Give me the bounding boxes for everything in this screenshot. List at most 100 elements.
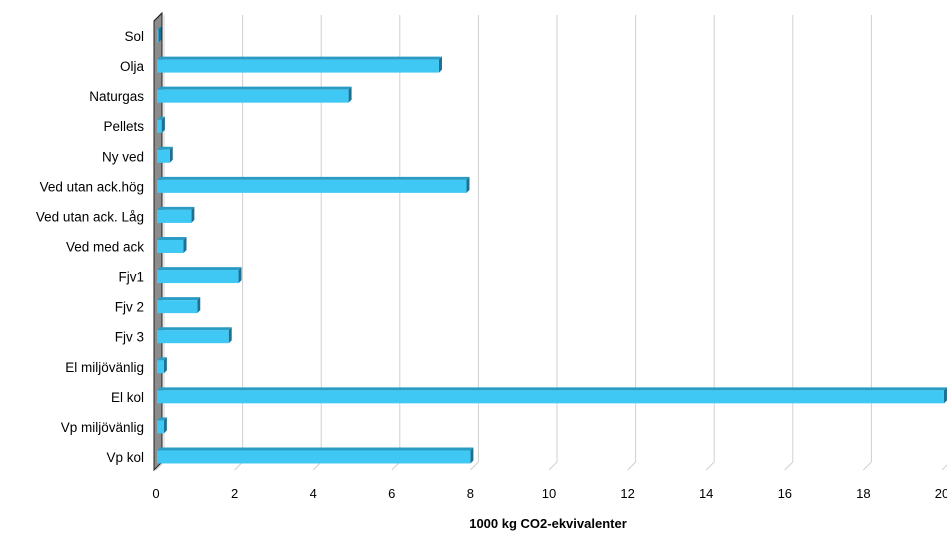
- bar-front-face: [157, 450, 471, 464]
- gridline-floor: [941, 464, 947, 471]
- category-label: Ved utan ack.hög: [40, 179, 144, 194]
- category-label: Ved med ack: [66, 240, 144, 255]
- bar: [157, 86, 352, 103]
- gridline-floor: [548, 461, 558, 471]
- bar-front-face: [157, 330, 229, 344]
- x-tick-label: 4: [310, 486, 317, 501]
- bar: [157, 387, 947, 404]
- category-label: Pellets: [103, 119, 144, 134]
- bar-top-face: [157, 206, 195, 210]
- gridline-floor: [863, 461, 872, 471]
- bar-side-face: [470, 447, 474, 464]
- x-tick-label: 10: [542, 486, 556, 501]
- x-axis-title: 1000 kg CO2-ekvivalenter: [469, 516, 627, 531]
- bar-side-face: [197, 297, 201, 314]
- bar-side-face: [438, 56, 442, 73]
- bar: [157, 237, 187, 253]
- bar-front-face: [157, 360, 164, 374]
- bar-side-face: [169, 146, 173, 163]
- bar-front-face: [157, 209, 192, 223]
- bar-front-face: [157, 29, 159, 43]
- x-tick-label: 8: [467, 486, 474, 501]
- bar-top-face: [157, 387, 947, 391]
- category-label: Vp kol: [106, 450, 144, 465]
- bar-top-face: [157, 176, 470, 180]
- bar: [157, 26, 162, 43]
- y-axis-wall-edge: [153, 12, 163, 22]
- bar-front-face: [157, 420, 164, 434]
- bar-side-face: [163, 357, 167, 374]
- bar-side-face: [943, 387, 947, 404]
- bar-side-face: [348, 86, 352, 103]
- bar: [157, 447, 474, 464]
- bar-top-face: [157, 417, 167, 421]
- category-label: Sol: [124, 29, 144, 44]
- x-tick-label: 0: [152, 486, 159, 501]
- x-tick-label: 6: [388, 486, 395, 501]
- category-label: Olja: [120, 59, 144, 74]
- gridline-floor: [470, 461, 479, 471]
- bar: [157, 267, 242, 284]
- bar-front-face: [157, 240, 184, 253]
- category-label: El miljövänlig: [65, 360, 144, 375]
- category-label: Naturgas: [89, 89, 144, 104]
- bar-top-face: [157, 116, 165, 120]
- bar-top-face: [157, 297, 201, 301]
- x-tick-label: 16: [778, 486, 792, 501]
- bars: [157, 26, 947, 464]
- x-tick-label: 14: [699, 486, 713, 501]
- bar: [157, 206, 195, 223]
- bar-front-face: [157, 270, 239, 284]
- category-label: Fjv 3: [115, 330, 144, 345]
- bar-top-face: [157, 267, 242, 271]
- category-label: El kol: [111, 390, 144, 405]
- category-label: Fjv 2: [115, 300, 144, 315]
- bar: [157, 327, 232, 344]
- bar-top-face: [157, 26, 162, 30]
- x-tick-label: 12: [620, 486, 634, 501]
- bar-side-face: [163, 417, 167, 434]
- bar-side-face: [191, 206, 195, 223]
- x-tick-labels: 0 2 4 6 8 10 12 14 16 18 20: [152, 486, 947, 501]
- bar: [157, 297, 201, 314]
- bar-side-face: [161, 116, 165, 133]
- bar: [157, 146, 173, 163]
- x-tick-label: 20: [935, 486, 947, 501]
- bar-front-face: [157, 59, 439, 73]
- bar-front-face: [157, 179, 467, 193]
- gridline-floor: [705, 461, 715, 471]
- bar-top-face: [157, 237, 187, 240]
- category-label: Vp miljövänlig: [61, 420, 144, 435]
- bar-top-face: [157, 327, 232, 331]
- bar-top-face: [157, 86, 352, 90]
- bar-top-face: [157, 56, 442, 60]
- x-tick-label: 2: [231, 486, 238, 501]
- category-label: Ny ved: [102, 149, 144, 164]
- bar: [157, 176, 470, 193]
- bar-top-face: [157, 447, 474, 451]
- bar: [157, 417, 167, 434]
- bar-front-face: [157, 119, 162, 133]
- bar-side-face: [238, 267, 242, 284]
- bar-top-face: [157, 146, 173, 150]
- category-label: Ved utan ack. Låg: [36, 209, 144, 224]
- bar-front-face: [157, 300, 198, 314]
- gridline-floor: [784, 461, 794, 471]
- category-labels: Sol Olja Naturgas Pellets Ny ved Ved utan ack…: [36, 29, 145, 465]
- bar-front-face: [157, 149, 170, 163]
- bar: [157, 56, 442, 73]
- bar-side-face: [158, 26, 162, 43]
- bar-side-face: [466, 176, 470, 193]
- bar-side-face: [228, 327, 232, 344]
- x-tick-label: 18: [856, 486, 870, 501]
- bar: [157, 357, 167, 374]
- category-label: Fjv1: [118, 270, 144, 285]
- bar: [157, 116, 165, 133]
- bar-front-face: [157, 390, 944, 404]
- bar-top-face: [157, 357, 167, 361]
- bar-front-face: [157, 89, 349, 103]
- gridline-floor: [627, 461, 636, 471]
- bar-side-face: [183, 237, 187, 253]
